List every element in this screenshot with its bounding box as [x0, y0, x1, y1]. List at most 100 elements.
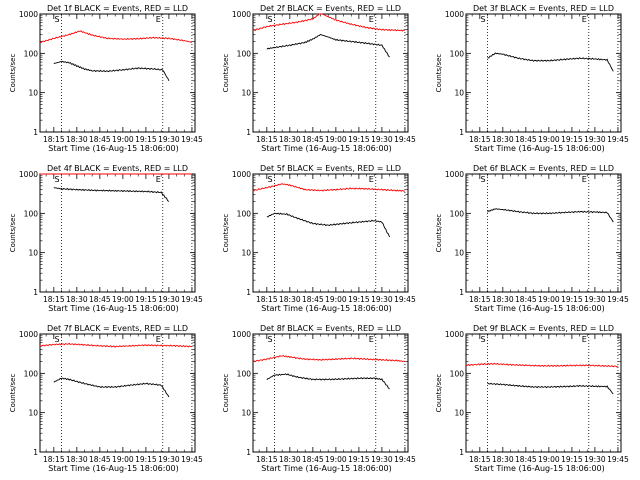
- y-axis-label: Counts/sec: [222, 214, 230, 253]
- x-tick-label: 19:45: [607, 135, 629, 144]
- x-tick-label: 19:45: [607, 295, 629, 304]
- x-tick-label: 19:45: [181, 135, 203, 144]
- x-tick-label: 19:15: [135, 295, 157, 304]
- x-tick-label: 19:45: [394, 295, 416, 304]
- x-tick-label: 18:30: [492, 295, 514, 304]
- chart-title: Det 5f BLACK = Events, RED = LLD: [260, 164, 401, 173]
- y-tick-label: 100: [450, 209, 465, 218]
- x-axis-label: Start Time (16-Aug-15 18:06:00): [474, 464, 605, 473]
- series-line-black: [266, 33, 390, 58]
- end-marker-label: E: [369, 335, 374, 344]
- chart-title: Det 6f BLACK = Events, RED = LLD: [473, 164, 614, 173]
- y-tick-label: 1000: [232, 10, 251, 19]
- y-tick-label: 10: [241, 89, 251, 98]
- x-axis-label: Start Time (16-Aug-15 18:06:00): [474, 304, 605, 313]
- end-marker-label: E: [156, 335, 161, 344]
- x-tick-label: 18:45: [89, 295, 111, 304]
- y-tick-label: 1000: [19, 170, 38, 179]
- x-tick-label: 18:45: [302, 295, 324, 304]
- x-tick-label: 18:45: [302, 455, 324, 464]
- x-tick-label: 18:30: [279, 295, 301, 304]
- x-tick-label: 18:30: [279, 135, 301, 144]
- x-tick-label: 19:15: [348, 135, 370, 144]
- x-tick-label: 19:30: [371, 455, 393, 464]
- start-marker-label: S: [267, 175, 272, 184]
- x-tick-label: 19:00: [112, 295, 134, 304]
- chart-panel-5: Det 5f BLACK = Events, RED = LLD 1 10 100 10…: [222, 164, 416, 313]
- y-tick-label: 100: [450, 369, 465, 378]
- x-tick-label: 19:30: [584, 135, 606, 144]
- chart-panel-7: Det 7f BLACK = Events, RED = LLD 1 10 100 10…: [9, 324, 203, 473]
- x-axis-label: Start Time (16-Aug-15 18:06:00): [48, 464, 179, 473]
- x-tick-label: 19:00: [112, 135, 134, 144]
- series-line-red: [39, 30, 193, 44]
- series-line-red: [39, 342, 192, 348]
- x-tick-label: 18:30: [66, 295, 88, 304]
- y-axis-label: Counts/sec: [435, 54, 443, 93]
- y-tick-label: 100: [237, 49, 252, 58]
- x-tick-label: 19:00: [325, 295, 347, 304]
- y-tick-label: 1: [33, 128, 38, 137]
- y-tick-label: 10: [28, 249, 38, 258]
- series-line-black: [266, 212, 391, 238]
- chart-title: Det 2f BLACK = Events, RED = LLD: [260, 4, 401, 13]
- x-tick-label: 19:30: [158, 295, 180, 304]
- x-axis-label: Start Time (16-Aug-15 18:06:00): [474, 144, 605, 153]
- x-tick-label: 19:30: [371, 135, 393, 144]
- series-line-black: [487, 382, 614, 395]
- plot-frame: [252, 173, 409, 293]
- y-tick-label: 100: [24, 369, 39, 378]
- x-tick-label: 19:00: [112, 455, 134, 464]
- x-axis-label: Start Time (16-Aug-15 18:06:00): [261, 144, 392, 153]
- x-tick-label: 19:00: [325, 135, 347, 144]
- y-axis-label: Counts/sec: [435, 214, 443, 253]
- x-tick-label: 19:15: [348, 455, 370, 464]
- y-tick-label: 1: [246, 288, 251, 297]
- plot-frame: [465, 173, 622, 293]
- chart-panel-3: Det 3f BLACK = Events, RED = LLD 1 10 100 10…: [435, 4, 629, 153]
- y-tick-label: 10: [454, 89, 464, 98]
- x-tick-label: 19:00: [538, 455, 560, 464]
- y-axis-label: Counts/sec: [9, 54, 17, 93]
- chart-title: Det 9f BLACK = Events, RED = LLD: [473, 324, 614, 333]
- y-tick-label: 1000: [232, 170, 251, 179]
- plot-frame: [252, 333, 409, 453]
- series-line-red: [252, 13, 406, 32]
- y-tick-label: 1000: [445, 170, 464, 179]
- series-line-red: [252, 355, 406, 363]
- plot-frame: [465, 333, 622, 453]
- y-axis-label: Counts/sec: [9, 214, 17, 253]
- start-marker-label: S: [480, 335, 485, 344]
- y-tick-label: 1000: [232, 330, 251, 339]
- y-tick-label: 1: [33, 448, 38, 457]
- y-tick-label: 1: [246, 128, 251, 137]
- start-marker-label: S: [267, 15, 272, 24]
- x-tick-label: 18:15: [43, 295, 65, 304]
- y-tick-label: 1: [459, 128, 464, 137]
- y-tick-label: 10: [454, 249, 464, 258]
- x-tick-label: 19:15: [561, 455, 583, 464]
- x-tick-label: 19:45: [394, 455, 416, 464]
- y-tick-label: 10: [454, 409, 464, 418]
- y-tick-label: 100: [24, 49, 39, 58]
- end-marker-label: E: [582, 175, 587, 184]
- x-tick-label: 19:45: [394, 135, 416, 144]
- end-marker-label: E: [369, 175, 374, 184]
- y-tick-label: 1: [246, 448, 251, 457]
- x-axis-label: Start Time (16-Aug-15 18:06:00): [48, 304, 179, 313]
- y-tick-label: 10: [28, 409, 38, 418]
- x-tick-label: 18:15: [256, 295, 278, 304]
- x-tick-label: 18:30: [492, 455, 514, 464]
- x-tick-label: 18:30: [66, 135, 88, 144]
- series-line-red: [253, 183, 405, 192]
- x-tick-label: 18:15: [256, 455, 278, 464]
- plot-frame: [252, 13, 409, 133]
- y-tick-label: 10: [241, 249, 251, 258]
- x-tick-label: 18:30: [492, 135, 514, 144]
- start-marker-label: S: [54, 175, 59, 184]
- y-tick-label: 100: [24, 209, 39, 218]
- y-tick-label: 1: [459, 448, 464, 457]
- end-marker-label: E: [582, 15, 587, 24]
- chart-title: Det 7f BLACK = Events, RED = LLD: [47, 324, 188, 333]
- x-tick-label: 19:15: [348, 295, 370, 304]
